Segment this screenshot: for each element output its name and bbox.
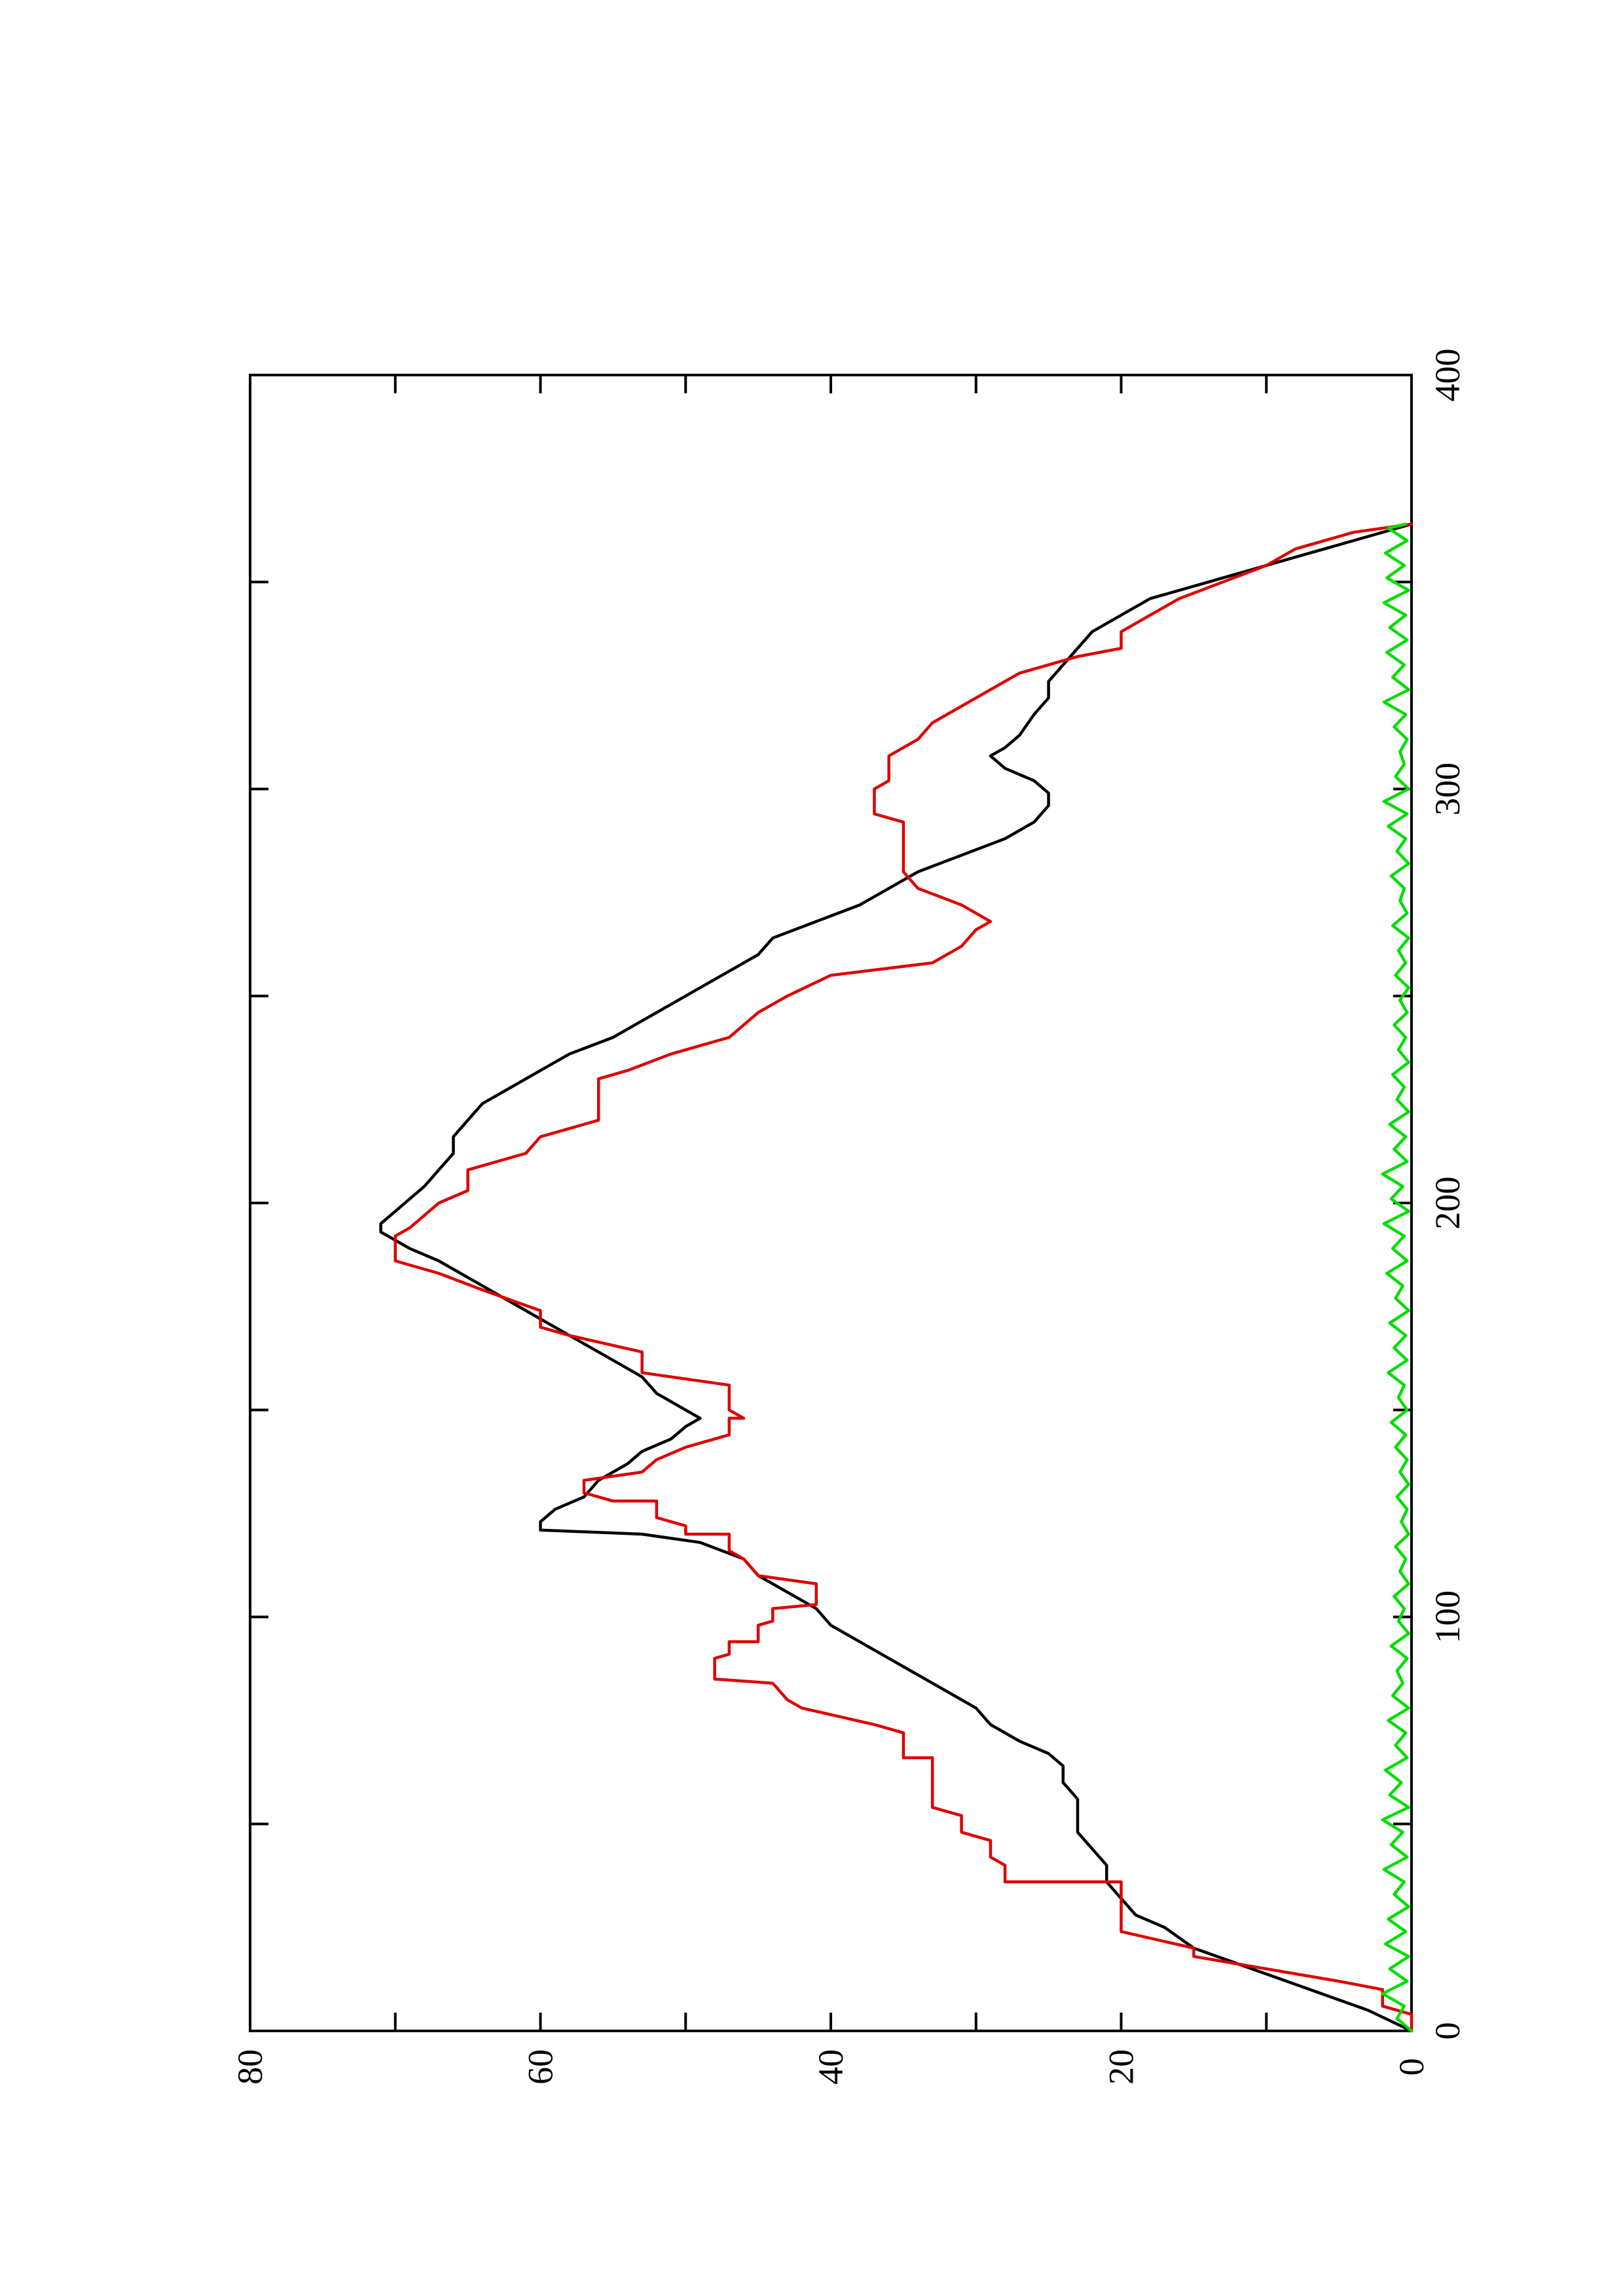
x-tick-label: 300 <box>1428 762 1467 816</box>
red-series-line <box>393 522 1413 2033</box>
y-tick-label: 60 <box>521 2049 560 2085</box>
series-layer <box>379 522 1413 2033</box>
y-tick-label: 80 <box>230 2049 270 2085</box>
axis-tick-labels: 0 100 200 300 400 0 20 40 60 80 <box>230 349 1467 2085</box>
x-tick-label: 100 <box>1428 1590 1467 1643</box>
x-tick-label: 400 <box>1428 349 1467 402</box>
black-series-line <box>379 522 1413 2033</box>
axis-ticks <box>249 374 1413 2032</box>
x-tick-label: 0 <box>1428 2022 1467 2040</box>
y-tick-label: 20 <box>1102 2049 1141 2085</box>
y-tick-label: 0 <box>1392 2058 1431 2076</box>
y-tick-label: 40 <box>811 2049 850 2085</box>
x-tick-label: 200 <box>1428 1177 1467 1230</box>
green-series-line <box>1381 522 1413 2033</box>
plot-frame <box>249 374 1413 2032</box>
